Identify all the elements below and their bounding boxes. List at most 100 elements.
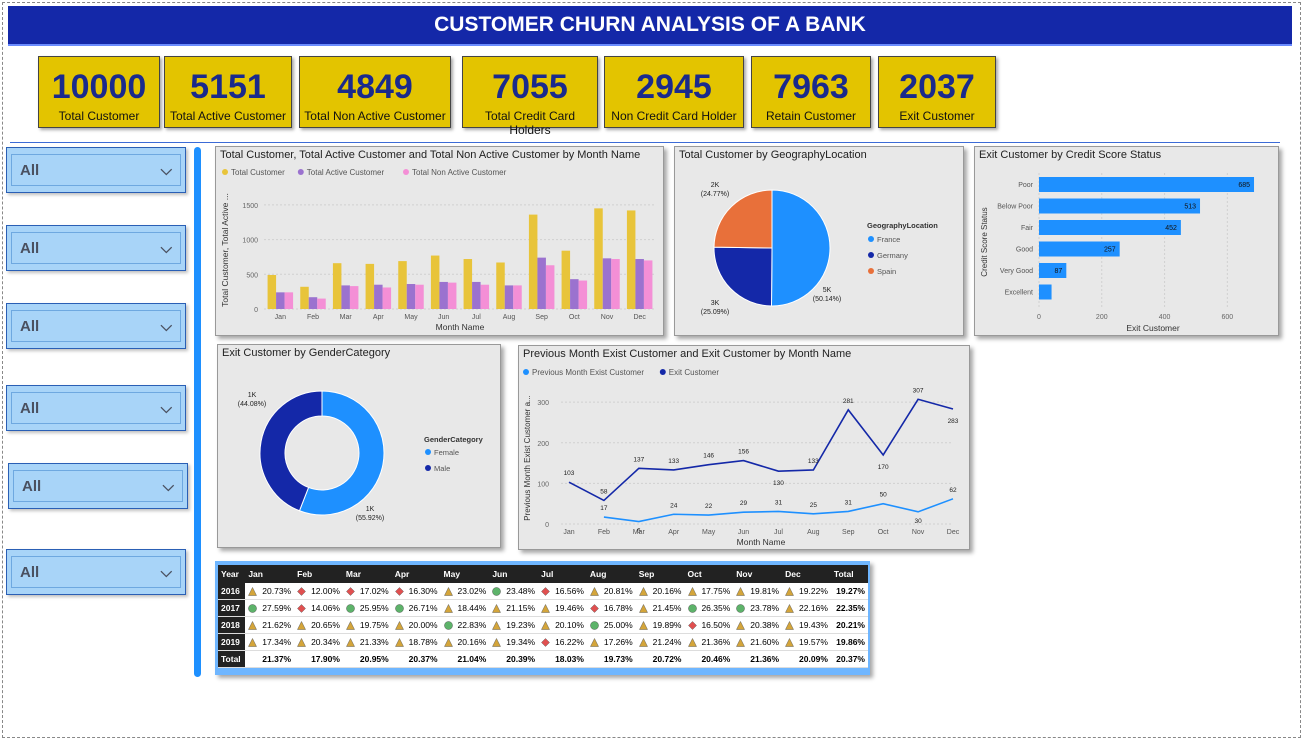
credit-score-bar-chart[interactable]: Exit Customer by Credit Score Status 0 20… xyxy=(974,146,1279,336)
cell-value: 20.73% xyxy=(262,585,292,596)
cell-value: 18.44% xyxy=(457,602,487,613)
slicer-dropdown[interactable]: All ⌵ xyxy=(6,549,186,595)
cell-value: 21.60% xyxy=(750,636,780,647)
legend-marker xyxy=(425,449,431,455)
legend-marker xyxy=(222,169,228,175)
cell-value: 19.89% xyxy=(652,619,682,630)
x-axis-label: Month Name xyxy=(737,537,786,547)
bar xyxy=(1039,263,1067,278)
green-circle-icon xyxy=(590,621,599,630)
donut-chart-svg: 1K (55.92%) 1K (44.08%) GenderCategory Female… xyxy=(238,390,484,522)
data-label: 22 xyxy=(705,503,713,510)
x-tick-label: Sep xyxy=(842,529,855,536)
data-label: 3K xyxy=(711,300,720,307)
table-cell: 19.23% xyxy=(489,616,539,634)
kpi-total-non-active-customer[interactable]: 4849 Total Non Active Customer xyxy=(299,56,451,128)
kpi-total-credit-card-holders[interactable]: 7055 Total Credit Card Holders xyxy=(462,56,598,137)
legend-marker xyxy=(403,169,409,175)
cell-value: 19.46% xyxy=(555,602,584,613)
table-cell: 21.60% xyxy=(733,633,783,651)
cell-value: 21.24% xyxy=(652,636,682,647)
total-row[interactable]: Total 21.37% 17.90% 20.95% 20.37% 21.04% 20.39… xyxy=(218,650,868,668)
data-label: 62 xyxy=(949,487,957,494)
kpi-total-active-customer[interactable]: 5151 Total Active Customer xyxy=(164,56,292,128)
table-cell: 21.45% xyxy=(635,599,685,617)
data-label: 103 xyxy=(564,470,575,477)
table-cell: 27.59% xyxy=(245,599,295,617)
y-axis-label: Total Customer, Total Active ... xyxy=(220,193,230,307)
kpi-exit-customer[interactable]: 2037 Exit Customer xyxy=(878,56,996,128)
table-row[interactable]: 2019 17.34% 20.34% 21.33% 18.78% 20.16% 19.34%… xyxy=(218,633,868,651)
cell-value: 19.43% xyxy=(799,619,828,630)
warning-triangle-icon xyxy=(248,621,258,630)
column-header[interactable]: Jul xyxy=(538,565,587,583)
column-header[interactable]: Dec xyxy=(782,565,831,583)
column-header[interactable]: Nov xyxy=(733,565,783,583)
column-header[interactable]: Jun xyxy=(489,565,539,583)
x-axis-label: Month Name xyxy=(436,322,485,332)
scroll-bar[interactable] xyxy=(194,147,201,677)
slicer-dropdown[interactable]: All ⌵ xyxy=(6,147,186,193)
warning-triangle-icon xyxy=(736,587,746,596)
slicer-value: All xyxy=(20,239,40,257)
data-label-pct: (24.77%) xyxy=(701,191,729,198)
total-cell: 20.09% xyxy=(782,650,831,668)
bar xyxy=(602,258,612,309)
warning-triangle-icon xyxy=(394,638,404,647)
legend-label: Total Active Customer xyxy=(307,168,385,177)
column-header[interactable]: May xyxy=(440,565,490,583)
data-label: 133 xyxy=(668,458,679,465)
x-tick-label: Jul xyxy=(774,529,783,536)
kpi-non-credit-card-holder[interactable]: 2945 Non Credit Card Holder xyxy=(604,56,744,128)
data-label: 156 xyxy=(738,449,749,456)
table-row[interactable]: 2017 27.59% 14.06% 25.95% 26.71% 18.44% 21.15%… xyxy=(218,599,868,617)
table-row[interactable]: 2016 20.73% 12.00% 17.02% 16.30% 23.02% 23.48%… xyxy=(218,583,868,600)
gender-donut-chart[interactable]: Exit Customer by GenderCategory 1K (55.92… xyxy=(217,344,501,548)
table-cell: 23.48% xyxy=(489,583,539,600)
column-header[interactable]: Sep xyxy=(635,565,685,583)
cell-value: 16.56% xyxy=(555,585,584,596)
monthly-customer-bar-chart[interactable]: Total Customer, Total Active Customer an… xyxy=(215,146,664,336)
table-cell: 16.56% xyxy=(538,583,587,600)
column-header[interactable]: Total xyxy=(830,565,868,583)
data-label: 50 xyxy=(880,492,888,499)
year-cell: 2019 xyxy=(218,633,246,651)
slicer-dropdown[interactable]: All ⌵ xyxy=(8,463,188,509)
chevron-down-icon: ⌵ xyxy=(162,477,174,495)
green-circle-icon xyxy=(736,604,746,613)
table-cell: 25.00% xyxy=(586,616,636,634)
slicer-dropdown[interactable]: All ⌵ xyxy=(6,385,186,431)
column-header[interactable]: Year xyxy=(218,565,246,583)
slicer-dropdown[interactable]: All ⌵ xyxy=(6,303,186,349)
bar xyxy=(382,287,392,309)
legend-title: GenderCategory xyxy=(424,435,484,444)
column-header[interactable]: Feb xyxy=(294,565,343,583)
kpi-retain-customer[interactable]: 7963 Retain Customer xyxy=(751,56,871,128)
warning-triangle-icon xyxy=(492,604,502,613)
exit-line-chart[interactable]: Previous Month Exist Customer and Exit C… xyxy=(518,345,970,550)
kpi-total-customer[interactable]: 10000 Total Customer xyxy=(38,56,160,128)
column-header[interactable]: Oct xyxy=(684,565,734,583)
column-header[interactable]: Apr xyxy=(391,565,441,583)
slicer-dropdown[interactable]: All ⌵ xyxy=(6,225,186,271)
kpi-label: Total Non Active Customer xyxy=(304,109,446,123)
table-row[interactable]: 2018 21.62% 20.65% 19.75% 20.00% 22.83% 19.23%… xyxy=(218,616,868,634)
geography-pie-chart[interactable]: Total Customer by GeographyLocation 5K (5… xyxy=(674,146,964,336)
cell-value: 23.48% xyxy=(506,585,536,596)
y-tick-label: 1500 xyxy=(242,203,258,210)
column-header[interactable]: Mar xyxy=(342,565,392,583)
cell-value: 20.00% xyxy=(408,619,438,630)
column-header[interactable]: Aug xyxy=(586,565,636,583)
red-diamond-icon xyxy=(590,604,599,613)
kpi-value: 7963 xyxy=(773,68,849,106)
y-tick-label: 100 xyxy=(537,481,549,488)
green-circle-icon xyxy=(443,621,453,630)
bar xyxy=(513,285,522,309)
data-label: 87 xyxy=(1055,268,1063,275)
cell-value: 21.33% xyxy=(359,636,389,647)
warning-triangle-icon xyxy=(638,587,648,596)
x-tick-label: May xyxy=(404,314,418,321)
column-header[interactable]: Jan xyxy=(245,565,295,583)
series-line xyxy=(603,498,954,523)
legend-marker xyxy=(868,268,874,274)
